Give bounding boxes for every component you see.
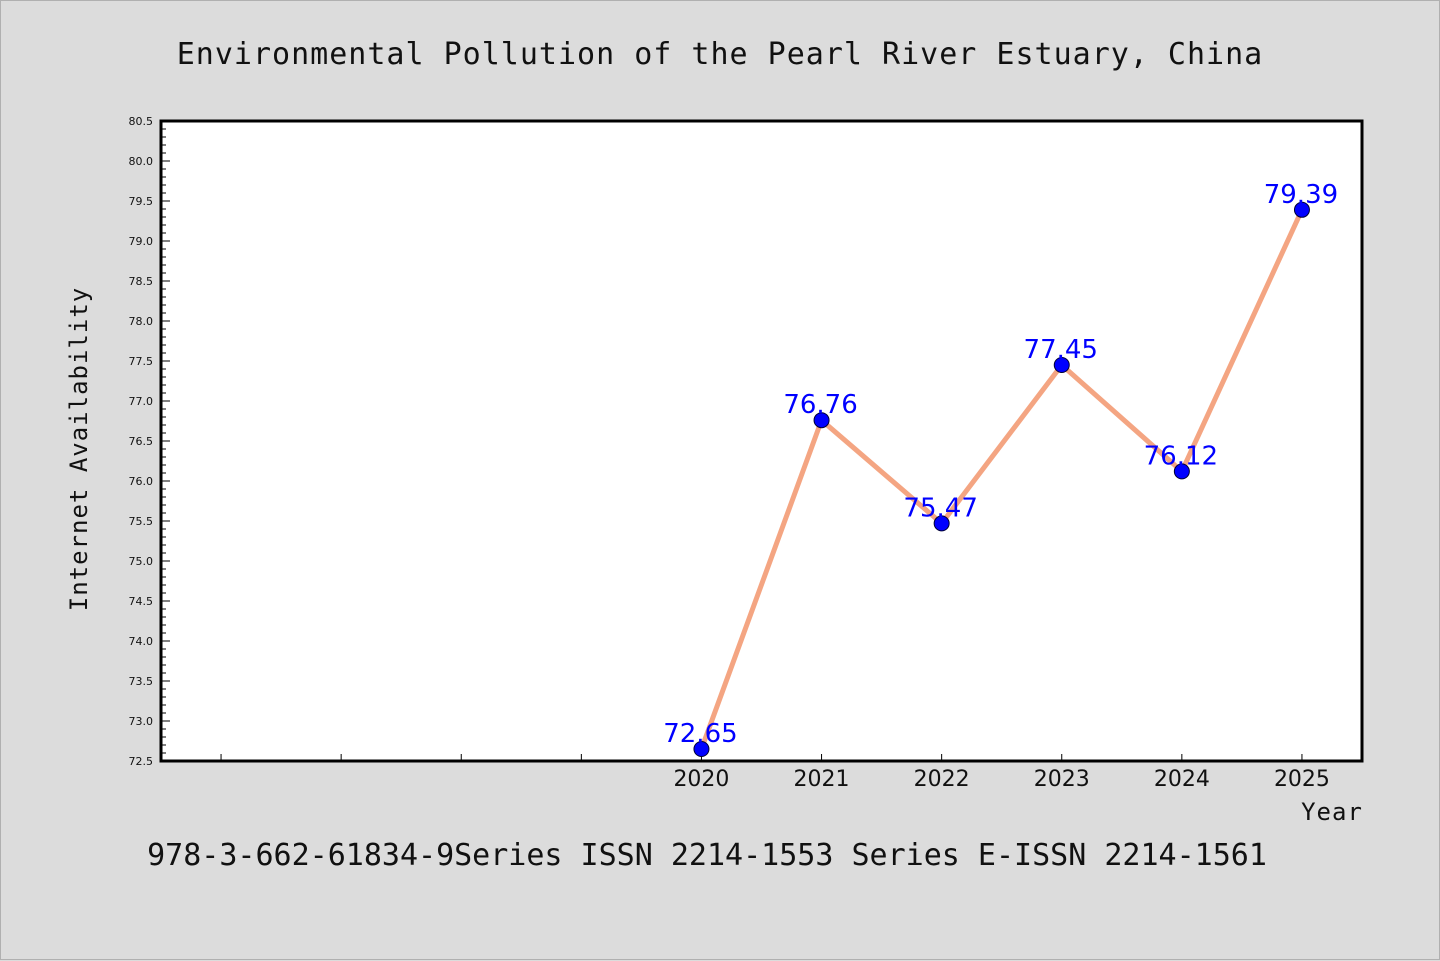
y-tick-label: 76.5 <box>129 435 154 448</box>
y-tick-label: 79.5 <box>129 195 154 208</box>
data-label: 75.47 <box>903 493 977 523</box>
x-tick-label: 2023 <box>1034 767 1090 792</box>
y-tick-label: 79.0 <box>129 235 154 248</box>
y-axis-ticks: 72.5 73.0 73.5 74.0 74.5 75.0 75.5 76.0 76.5 77.0… <box>129 115 170 768</box>
data-point <box>933 515 950 532</box>
y-tick-label: 73.0 <box>129 715 154 728</box>
data-label: 77.45 <box>1024 335 1098 365</box>
x-tick-label: 2021 <box>794 767 850 792</box>
series-group: 72.65 76.76 75.47 77.45 76.12 79.39 <box>663 180 1338 757</box>
data-point <box>693 741 710 757</box>
data-label: 72.65 <box>663 719 737 749</box>
x-tick-label: 2024 <box>1154 767 1210 792</box>
y-tick-label: 72.5 <box>129 755 154 768</box>
y-tick-label: 74.5 <box>129 595 154 608</box>
y-tick-label: 78.5 <box>129 275 154 288</box>
plot-area <box>161 121 1362 761</box>
x-tick-label: 2020 <box>673 767 729 792</box>
x-tick-label: 2025 <box>1274 767 1330 792</box>
y-tick-label: 78.0 <box>129 315 154 328</box>
y-tick-label: 76.0 <box>129 475 154 488</box>
data-point <box>1053 357 1070 373</box>
data-point <box>1173 463 1190 480</box>
y-tick-label: 77.5 <box>129 355 154 368</box>
y-axis-label: Internet Availability <box>65 287 93 611</box>
data-label: 79.39 <box>1264 180 1338 210</box>
chart-title: Environmental Pollution of the Pearl Riv… <box>177 37 1264 72</box>
y-tick-label: 80.0 <box>129 155 154 168</box>
y-tick-label: 80.5 <box>129 115 154 128</box>
y-tick-label: 75.0 <box>129 555 154 568</box>
y-tick-label: 74.0 <box>129 635 154 648</box>
series-line <box>698 207 1305 752</box>
x-axis-label: Year <box>1301 798 1363 826</box>
y-tick-label: 77.0 <box>129 395 154 408</box>
data-point <box>813 412 830 429</box>
y-tick-label: 75.5 <box>129 515 154 528</box>
footer-isbn-text: 978-3-662-61834-9Series ISSN 2214-1553 S… <box>147 838 1267 873</box>
plot-border <box>159 119 1364 763</box>
x-tick-label: 2022 <box>914 767 970 792</box>
y-tick-label: 73.5 <box>129 675 154 688</box>
data-point <box>1293 201 1310 218</box>
data-label: 76.12 <box>1144 441 1218 471</box>
data-label: 76.76 <box>783 390 857 420</box>
x-axis-ticks: 2020 2021 2022 2023 2024 2025 <box>220 754 1330 792</box>
